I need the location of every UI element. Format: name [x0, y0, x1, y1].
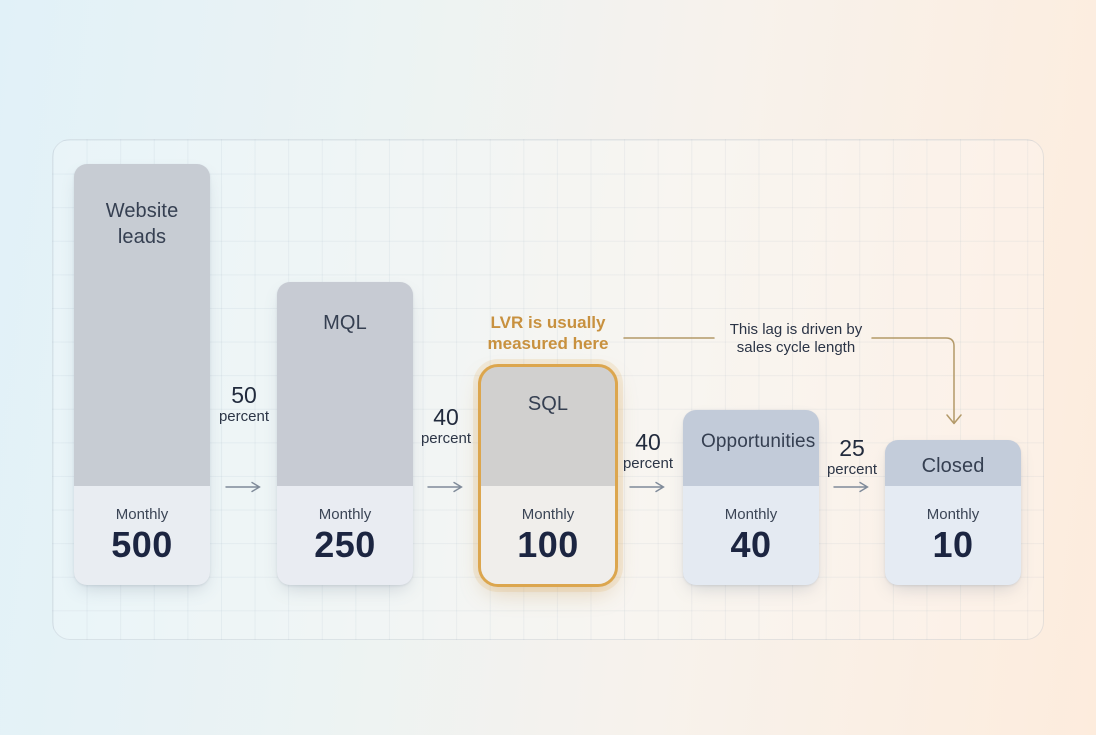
funnel-stage-website-leads: Website leads Monthly 500: [74, 164, 210, 585]
stage-value: 40: [730, 524, 772, 565]
stage-label: MQL: [323, 312, 367, 334]
conversion-unit: percent: [826, 461, 878, 478]
lag-annotation-line1: This lag is driven by: [729, 321, 863, 338]
conversion-rate-mql-to-sql: 40 percent: [401, 404, 491, 448]
stage-period-label: Monthly: [724, 506, 778, 523]
stage-value: 500: [111, 524, 173, 565]
lvr-annotation-line2: measured here: [487, 334, 609, 353]
lag-connector-arrow: [623, 337, 962, 425]
stage-label: Opportunities: [701, 431, 816, 452]
funnel-stage-opportunities: Opportunities Monthly 40: [683, 410, 819, 585]
stage-value: 250: [314, 524, 376, 565]
conversion-rate-leads-to-mql: 50 percent: [199, 382, 289, 426]
stage-period-label: Monthly: [926, 506, 980, 523]
flow-arrow-icon: [833, 481, 869, 493]
conversion-value: 50: [231, 382, 257, 408]
stage-stats: Monthly 40: [683, 486, 819, 585]
stage-label: Website leads: [105, 200, 179, 248]
lvr-annotation: LVR is usually measured here: [488, 312, 609, 354]
stage-stats: Monthly 500: [74, 486, 210, 585]
conversion-value: 40: [635, 429, 661, 455]
stage-value: 100: [517, 524, 579, 565]
stage-period-label: Monthly: [318, 506, 372, 523]
stage-stats: Monthly 100: [481, 486, 615, 584]
funnel-stage-mql: MQL Monthly 250: [277, 282, 413, 585]
conversion-unit: percent: [218, 408, 270, 425]
lvr-annotation-line1: LVR is usually: [490, 313, 606, 332]
stage-period-label: Monthly: [115, 506, 169, 523]
lag-annotation: This lag is driven by sales cycle length: [730, 321, 863, 356]
conversion-rate-opportunities-to-closed-won: 25 percent: [807, 435, 897, 479]
funnel-stage-closed-won: Closed won Monthly 10: [885, 440, 1021, 585]
stage-stats: Monthly 250: [277, 486, 413, 585]
conversion-unit: percent: [420, 430, 472, 447]
conversion-value: 25: [839, 435, 865, 461]
conversion-unit: percent: [622, 455, 674, 472]
stage-stats: Monthly 10: [885, 486, 1021, 585]
conversion-value: 40: [433, 404, 459, 430]
stage-period-label: Monthly: [521, 506, 575, 523]
flow-arrow-icon: [225, 481, 261, 493]
stage-label: SQL: [527, 393, 569, 415]
lag-annotation-line2: sales cycle length: [736, 338, 856, 356]
flow-arrow-icon: [427, 481, 463, 493]
stage-value: 10: [932, 524, 974, 565]
conversion-rate-sql-to-opportunities: 40 percent: [603, 429, 693, 473]
funnel-stage-sql-highlighted: SQL Monthly 100: [478, 364, 618, 587]
flow-arrow-icon: [629, 481, 665, 493]
